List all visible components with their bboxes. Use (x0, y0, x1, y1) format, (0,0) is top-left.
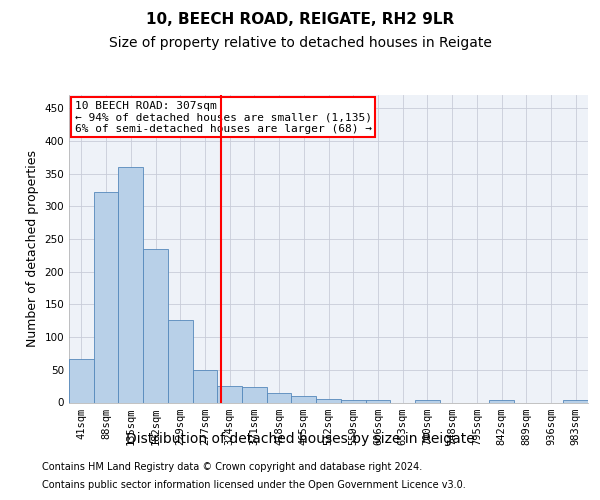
Text: Distribution of detached houses by size in Reigate: Distribution of detached houses by size … (125, 432, 475, 446)
Y-axis label: Number of detached properties: Number of detached properties (26, 150, 39, 347)
Bar (118, 167, 143, 402)
Bar (489, 400, 514, 402)
Bar (143, 248, 168, 402)
Bar (193, 370, 217, 402)
Bar (365, 400, 390, 402)
Bar (316, 398, 341, 402)
Text: 10, BEECH ROAD, REIGATE, RH2 9LR: 10, BEECH ROAD, REIGATE, RH2 9LR (146, 12, 454, 28)
Bar (242, 387, 267, 402)
Text: 10 BEECH ROAD: 307sqm
← 94% of detached houses are smaller (1,135)
6% of semi-de: 10 BEECH ROAD: 307sqm ← 94% of detached … (74, 100, 371, 134)
Bar (69, 358, 94, 403)
Bar (267, 394, 292, 402)
Bar (341, 400, 365, 402)
Text: Contains HM Land Registry data © Crown copyright and database right 2024.: Contains HM Land Registry data © Crown c… (42, 462, 422, 472)
Bar (168, 320, 193, 402)
Bar (94, 192, 118, 402)
Text: Contains public sector information licensed under the Open Government Licence v3: Contains public sector information licen… (42, 480, 466, 490)
Text: Size of property relative to detached houses in Reigate: Size of property relative to detached ho… (109, 36, 491, 51)
Bar (292, 396, 316, 402)
Bar (563, 400, 588, 402)
Bar (415, 400, 440, 402)
Bar (217, 386, 242, 402)
